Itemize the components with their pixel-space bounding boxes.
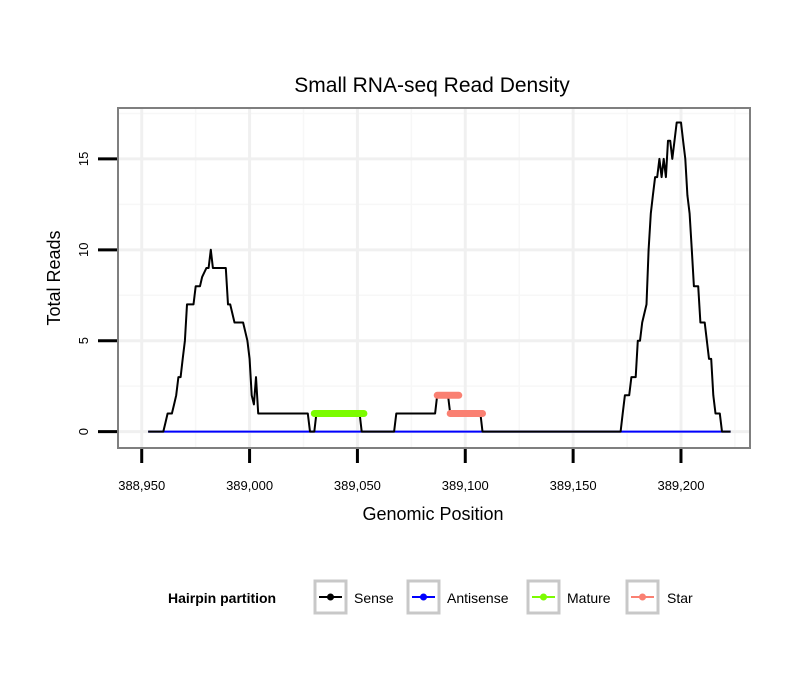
y-tick-label: 15 bbox=[76, 152, 91, 166]
legend-point-antisense bbox=[420, 593, 427, 601]
x-tick-label: 389,100 bbox=[442, 478, 489, 493]
gridlines bbox=[118, 108, 750, 448]
y-axis: 0 5 10 15 bbox=[76, 152, 117, 435]
legend-label-antisense: Antisense bbox=[447, 590, 509, 606]
series-layer bbox=[148, 121, 731, 433]
legend-title: Hairpin partition bbox=[168, 590, 276, 606]
y-axis-label: Total Reads bbox=[44, 230, 64, 325]
x-tick-label: 389,200 bbox=[657, 478, 704, 493]
plot-background bbox=[118, 108, 750, 448]
x-axis: 388,950 389,000 389,050 389,100 389,150 389,2… bbox=[118, 449, 704, 493]
x-tick-label: 389,000 bbox=[226, 478, 273, 493]
legend-label-star: Star bbox=[667, 590, 693, 606]
legend-label-sense: Sense bbox=[354, 590, 394, 606]
legend-point-star bbox=[639, 593, 646, 601]
legend: Hairpin partition Sense Antisense Mature St… bbox=[168, 579, 693, 615]
y-tick-label: 10 bbox=[76, 243, 91, 257]
plot-border bbox=[117, 107, 751, 449]
y-tick-label: 0 bbox=[76, 428, 91, 435]
x-tick-label: 389,150 bbox=[550, 478, 597, 493]
x-tick-label: 388,950 bbox=[118, 478, 165, 493]
x-axis-label: Genomic Position bbox=[362, 504, 503, 524]
chart-title: Small RNA-seq Read Density bbox=[294, 74, 570, 97]
legend-point-mature bbox=[540, 593, 547, 601]
x-tick-label: 389,050 bbox=[334, 478, 381, 493]
legend-label-mature: Mature bbox=[567, 590, 611, 606]
legend-point-sense bbox=[327, 593, 334, 601]
y-tick-label: 5 bbox=[76, 337, 91, 344]
